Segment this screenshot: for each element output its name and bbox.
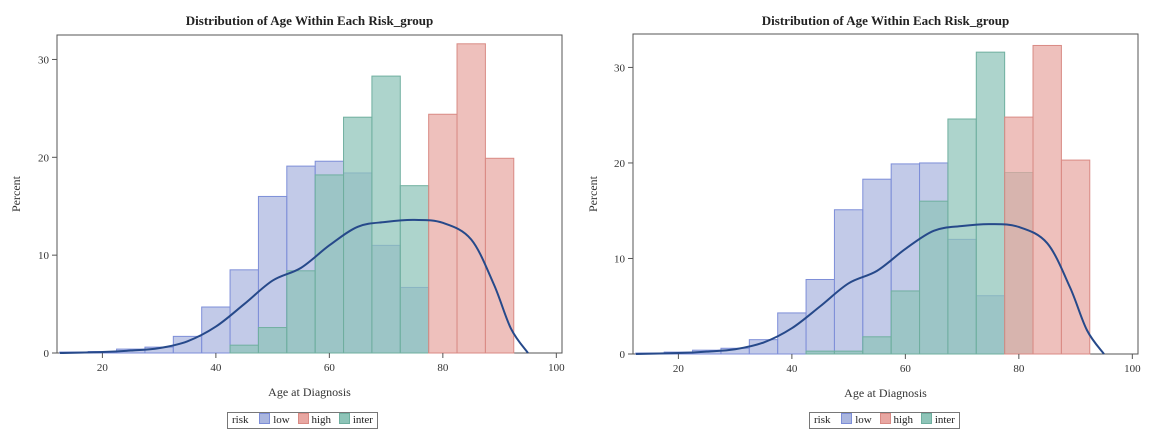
- chart-title: Distribution of Age Within Each Risk_gro…: [762, 13, 1009, 28]
- legend-label-high: high: [311, 414, 332, 426]
- bar-high: [1004, 116, 1034, 355]
- bar-low: [805, 278, 835, 355]
- bar-high: [456, 43, 486, 354]
- legend-swatch-low: [259, 413, 271, 424]
- histogram-chart-left: Distribution of Age Within Each Risk_gro…: [9, 13, 565, 399]
- legend-label-low: low: [273, 414, 290, 426]
- x-tick-label: 20: [673, 363, 685, 375]
- bar-inter: [805, 350, 835, 355]
- bar-inter: [286, 270, 316, 354]
- bar-low: [201, 306, 231, 354]
- x-tick-label: 100: [1124, 363, 1141, 375]
- legend-swatch-inter: [338, 413, 350, 424]
- histogram-chart-right: Distribution of Age Within Each Risk_gro…: [586, 13, 1141, 400]
- bar-high: [484, 157, 515, 354]
- legend-label-low: low: [855, 414, 872, 426]
- density-curve: [635, 223, 1105, 355]
- x-tick-label: 60: [324, 362, 336, 374]
- y-tick-label: 10: [38, 250, 50, 262]
- bar-inter: [919, 200, 949, 355]
- x-tick-label: 40: [786, 363, 798, 375]
- density-curve: [59, 218, 529, 354]
- y-tick-label: 20: [614, 158, 626, 170]
- x-tick-label: 40: [210, 362, 222, 374]
- bar-high: [1032, 44, 1062, 355]
- legend-right: risk low high inter: [809, 412, 960, 429]
- legend-title: risk: [232, 414, 249, 426]
- x-axis-label: Age at Diagnosis: [844, 386, 927, 400]
- bar-inter: [975, 51, 1006, 355]
- bar-high: [428, 113, 458, 354]
- y-tick-label: 10: [614, 253, 626, 265]
- bar-inter: [314, 174, 345, 354]
- legend-swatch-high: [879, 413, 891, 424]
- bar-inter: [947, 118, 977, 355]
- bar-inter: [371, 75, 401, 354]
- y-axis-label: Percent: [586, 175, 600, 212]
- y-tick-label: 30: [38, 54, 50, 66]
- x-axis-label: Age at Diagnosis: [268, 385, 351, 399]
- legend-label-high: high: [893, 414, 914, 426]
- bar-low: [257, 195, 288, 354]
- legend-swatch-inter: [920, 413, 932, 424]
- x-tick-label: 80: [1013, 363, 1025, 375]
- bar-inter: [343, 116, 373, 354]
- x-tick-label: 20: [97, 362, 109, 374]
- y-tick-label: 20: [38, 152, 50, 164]
- y-axis-label: Percent: [9, 175, 23, 212]
- bar-inter: [890, 290, 921, 355]
- chart-panel-right: Distribution of Age Within Each Risk_gro…: [577, 0, 1151, 429]
- bar-inter: [833, 350, 864, 355]
- bar-inter: [399, 185, 430, 354]
- legend-title: risk: [814, 414, 831, 426]
- chart-panel-left: Distribution of Age Within Each Risk_gro…: [0, 0, 575, 429]
- x-tick-label: 60: [900, 363, 912, 375]
- bar-inter: [257, 327, 288, 354]
- y-tick-label: 0: [44, 348, 50, 360]
- y-tick-label: 0: [620, 349, 626, 361]
- x-tick-label: 100: [548, 362, 565, 374]
- legend-left: risk low high inter: [227, 412, 378, 429]
- bar-inter: [862, 336, 892, 355]
- bar-low: [833, 209, 864, 355]
- legend-label-inter: inter: [352, 414, 373, 426]
- bar-inter: [229, 344, 259, 354]
- legend-swatch-high: [297, 413, 309, 424]
- y-tick-label: 30: [614, 62, 626, 74]
- chart-title: Distribution of Age Within Each Risk_gro…: [186, 13, 433, 28]
- bar-high: [1060, 159, 1091, 355]
- x-tick-label: 80: [437, 362, 449, 374]
- bar-low: [862, 178, 892, 355]
- legend-label-inter: inter: [934, 414, 955, 426]
- legend-swatch-low: [841, 413, 853, 424]
